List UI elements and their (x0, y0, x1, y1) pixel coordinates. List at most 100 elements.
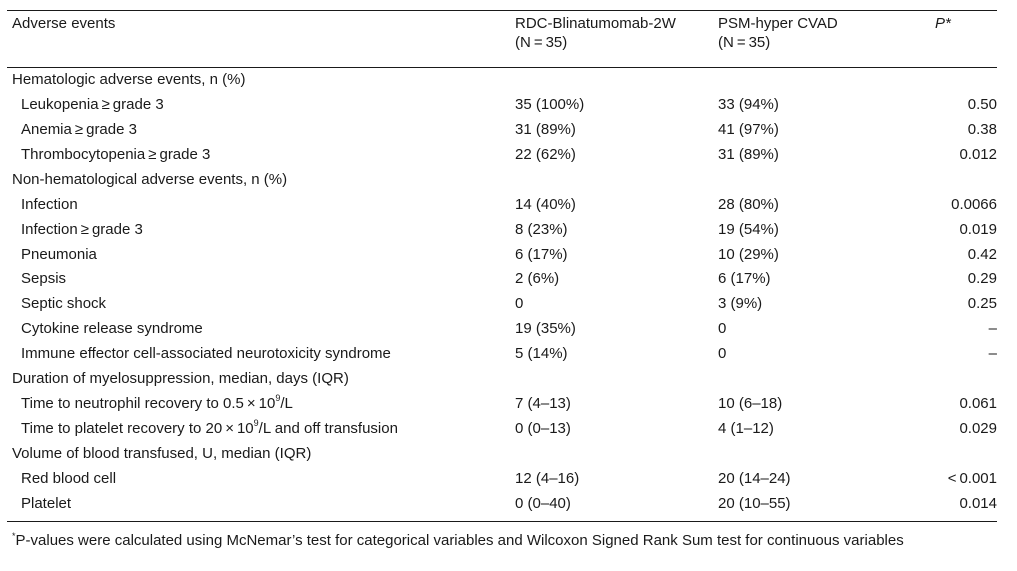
table-row: Time to neutrophil recovery to 0.5 × 109… (0, 391, 1017, 416)
table-row: Infection 14 (40%) 28 (80%) 0.0066 (0, 192, 1017, 217)
row-label-unit: /L (280, 395, 293, 412)
rdc-value: 0 (0–13) (515, 420, 571, 437)
rdc-value: 7 (4–13) (515, 395, 571, 412)
p-value: < 0.001 (947, 470, 997, 487)
table-row: Pneumonia 6 (17%) 10 (29%) 0.42 (0, 242, 1017, 267)
psm-value: 20 (14–24) (718, 470, 791, 487)
table-header-rule (7, 67, 997, 68)
row-label: Time to neutrophil recovery to 0.5 × 109… (21, 391, 293, 416)
p-value: 0.42 (967, 246, 997, 263)
p-value: 0.38 (967, 121, 997, 138)
row-label: Cytokine release syndrome (21, 320, 203, 337)
rdc-value: 12 (4–16) (515, 470, 580, 487)
p-value: 0.25 (967, 295, 997, 312)
rdc-value: 31 (89%) (515, 121, 576, 138)
p-value: – (988, 320, 997, 337)
rdc-value: 35 (100%) (515, 96, 585, 113)
psm-value: 19 (54%) (718, 221, 779, 238)
rdc-value: 5 (14%) (515, 345, 568, 362)
section-row-myelosuppression: Duration of myelosuppression, median, da… (0, 366, 1017, 391)
psm-value: 33 (94%) (718, 96, 779, 113)
header-rdc-blinatumomab: RDC-Blinatumomab-2W (N = 35) (515, 14, 676, 52)
row-label: Leukopenia ≥ grade 3 (21, 96, 164, 113)
table-bottom-rule (7, 521, 997, 522)
rdc-value: 2 (6%) (515, 270, 560, 287)
row-label: Immune effector cell-associated neurotox… (21, 345, 391, 362)
row-label: Platelet (21, 495, 72, 512)
table-header-row: Adverse events RDC-Blinatumomab-2W (N = … (0, 14, 1017, 51)
p-value: – (988, 345, 997, 362)
table-row: Red blood cell 12 (4–16) 20 (14–24) < 0.… (0, 466, 1017, 491)
row-label: Sepsis (21, 270, 67, 287)
table-row: Septic shock 0 3 (9%) 0.25 (0, 291, 1017, 316)
p-value: 0.012 (959, 146, 997, 163)
rdc-value: 14 (40%) (515, 196, 576, 213)
row-label-exponent: 9 (275, 393, 281, 403)
table-row: Cytokine release syndrome 19 (35%) 0 – (0, 316, 1017, 341)
section-row-hematologic: Hematologic adverse events, n (%) (0, 67, 1017, 92)
p-value: 0.0066 (951, 196, 997, 213)
row-label: Duration of myelosuppression, median, da… (12, 370, 349, 387)
psm-value: 0 (718, 320, 727, 337)
p-value: 0.014 (959, 495, 997, 512)
footnote-mark: * (12, 531, 16, 541)
row-label-text: Time to platelet recovery to 20 × 10 (21, 420, 254, 437)
table-row: Infection ≥ grade 3 8 (23%) 19 (54%) 0.0… (0, 217, 1017, 242)
table-row: Leukopenia ≥ grade 3 35 (100%) 33 (94%) … (0, 92, 1017, 117)
table-row: Thrombocytopenia ≥ grade 3 22 (62%) 31 (… (0, 142, 1017, 167)
row-label: Anemia ≥ grade 3 (21, 121, 137, 138)
table-top-rule (7, 10, 997, 11)
row-label-text: Time to neutrophil recovery to 0.5 × 10 (21, 395, 276, 412)
row-label: Infection ≥ grade 3 (21, 221, 143, 238)
rdc-value: 8 (23%) (515, 221, 568, 238)
header-p-value: P* (935, 15, 951, 32)
table-row: Time to platelet recovery to 20 × 109/L … (0, 416, 1017, 441)
header-psm-n: (N = 35) (718, 34, 771, 51)
row-label: Thrombocytopenia ≥ grade 3 (21, 146, 211, 163)
section-row-blood-transfused: Volume of blood transfused, U, median (I… (0, 441, 1017, 466)
psm-value: 31 (89%) (718, 146, 779, 163)
psm-value: 41 (97%) (718, 121, 779, 138)
row-label: Red blood cell (21, 470, 117, 487)
psm-value: 10 (29%) (718, 246, 779, 263)
p-value: 0.061 (959, 395, 997, 412)
rdc-value: 0 (0–40) (515, 495, 571, 512)
row-label: Pneumonia (21, 246, 97, 263)
table-footnote: *P-values were calculated using McNemar’… (12, 530, 904, 552)
header-psm-name: PSM-hyper CVAD (718, 15, 838, 32)
footnote-text: P-values were calculated using McNemar’s… (15, 532, 904, 549)
table-row: Platelet 0 (0–40) 20 (10–55) 0.014 (0, 491, 1017, 516)
p-value: 0.50 (967, 96, 997, 113)
rdc-value: 0 (515, 295, 524, 312)
section-row-non-hematological: Non-hematological adverse events, n (%) (0, 167, 1017, 192)
rdc-value: 19 (35%) (515, 320, 576, 337)
row-label-exponent: 9 (253, 418, 259, 428)
row-label: Time to platelet recovery to 20 × 109/L … (21, 416, 398, 441)
row-label: Volume of blood transfused, U, median (I… (12, 445, 312, 462)
header-rdc-name: RDC-Blinatumomab-2W (515, 15, 676, 32)
p-value: 0.019 (959, 221, 997, 238)
p-value: 0.29 (967, 270, 997, 287)
table-row: Immune effector cell-associated neurotox… (0, 341, 1017, 366)
psm-value: 4 (1–12) (718, 420, 774, 437)
rdc-value: 22 (62%) (515, 146, 576, 163)
p-value: 0.029 (959, 420, 997, 437)
psm-value: 20 (10–55) (718, 495, 791, 512)
row-label: Hematologic adverse events, n (%) (12, 71, 246, 88)
psm-value: 28 (80%) (718, 196, 779, 213)
header-psm-hyper-cvad: PSM-hyper CVAD (N = 35) (718, 14, 838, 52)
header-adverse-events: Adverse events (12, 15, 116, 32)
row-label: Non-hematological adverse events, n (%) (12, 171, 288, 188)
row-label: Infection (21, 196, 78, 213)
rdc-value: 6 (17%) (515, 246, 568, 263)
psm-value: 3 (9%) (718, 295, 763, 312)
psm-value: 6 (17%) (718, 270, 771, 287)
row-label-unit: /L and off transfusion (258, 420, 398, 437)
table-row: Sepsis 2 (6%) 6 (17%) 0.29 (0, 266, 1017, 291)
psm-value: 10 (6–18) (718, 395, 783, 412)
row-label: Septic shock (21, 295, 107, 312)
table-row: Anemia ≥ grade 3 31 (89%) 41 (97%) 0.38 (0, 117, 1017, 142)
header-rdc-n: (N = 35) (515, 34, 568, 51)
psm-value: 0 (718, 345, 727, 362)
